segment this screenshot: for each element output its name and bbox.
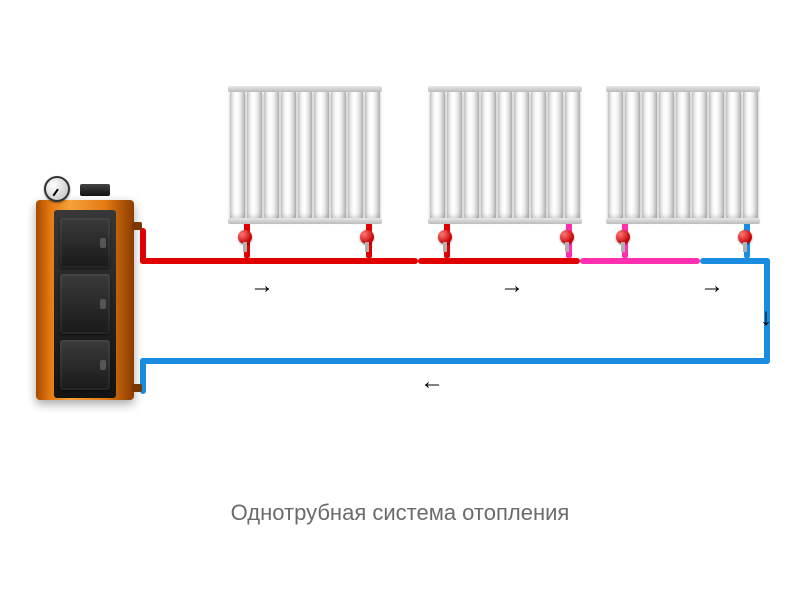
heating-diagram: → → → ↓ ← Однотрубная система отопления xyxy=(0,0,800,600)
valve-stem xyxy=(243,242,247,252)
radiator-3-fin xyxy=(692,90,707,220)
radiator-1-fin xyxy=(314,90,329,220)
boiler-door-handle xyxy=(100,299,106,309)
valve-stem xyxy=(565,242,569,252)
boiler-supply-outlet xyxy=(132,222,142,230)
radiator-2-fin xyxy=(565,90,580,220)
radiator-3-fin xyxy=(709,90,724,220)
flow-arrow-1: → xyxy=(250,272,274,300)
radiator-1-fin xyxy=(331,90,346,220)
supply-hot-2 xyxy=(418,258,580,264)
radiator-3-fin xyxy=(726,90,741,220)
radiator-2-fin xyxy=(498,90,513,220)
radiator-3 xyxy=(608,90,758,220)
valve-3 xyxy=(438,230,452,244)
radiator-1-fin xyxy=(264,90,279,220)
radiator-3-fin xyxy=(743,90,758,220)
supply-hot-1 xyxy=(140,258,418,264)
valve-stem xyxy=(621,242,625,252)
radiator-2-fin xyxy=(464,90,479,220)
radiator-1-fin xyxy=(230,90,245,220)
flow-arrow-4: ↓ xyxy=(760,304,772,332)
boiler-door-3 xyxy=(60,340,110,390)
radiator-botcap xyxy=(228,218,382,224)
valve-stem xyxy=(443,242,447,252)
diagram-caption: Однотрубная система отопления xyxy=(0,500,800,526)
pressure-gauge-icon xyxy=(44,176,70,202)
valve-1 xyxy=(238,230,252,244)
radiator-1-fin xyxy=(298,90,313,220)
radiator-2-fin xyxy=(481,90,496,220)
radiator-topcap xyxy=(606,86,760,92)
radiator-1 xyxy=(230,90,380,220)
radiator-1-fin xyxy=(348,90,363,220)
flow-arrow-5: ← xyxy=(420,368,444,396)
radiator-3-fin xyxy=(625,90,640,220)
radiator-topcap xyxy=(428,86,582,92)
radiator-2-fin xyxy=(430,90,445,220)
boiler xyxy=(30,190,140,400)
radiator-1-fin xyxy=(247,90,262,220)
radiator-3-fin xyxy=(608,90,623,220)
return-main xyxy=(140,358,770,364)
boiler-door-2 xyxy=(60,274,110,334)
radiator-3-fin xyxy=(659,90,674,220)
radiator-topcap xyxy=(228,86,382,92)
boiler-door-1 xyxy=(60,218,110,268)
flow-arrow-3: → xyxy=(700,272,724,300)
supply-cool xyxy=(700,258,770,264)
radiator-2-fin xyxy=(548,90,563,220)
flow-arrow-2: → xyxy=(500,272,524,300)
radiator-1-fin xyxy=(281,90,296,220)
valve-stem xyxy=(365,242,369,252)
radiator-botcap xyxy=(606,218,760,224)
valve-5 xyxy=(616,230,630,244)
boiler-door-handle xyxy=(100,360,106,370)
boiler-door-handle xyxy=(100,238,106,248)
radiator-3-fin xyxy=(676,90,691,220)
valve-4 xyxy=(560,230,574,244)
radiator-2 xyxy=(430,90,580,220)
radiator-2-fin xyxy=(531,90,546,220)
radiator-2-fin xyxy=(514,90,529,220)
boiler-supply-stub xyxy=(140,228,146,264)
valve-stem xyxy=(743,242,747,252)
boiler-front xyxy=(54,210,116,398)
radiator-3-fin xyxy=(642,90,657,220)
boiler-control-panel xyxy=(80,184,110,196)
valve-2 xyxy=(360,230,374,244)
boiler-return-inlet xyxy=(132,384,142,392)
radiator-botcap xyxy=(428,218,582,224)
radiator-1-fin xyxy=(365,90,380,220)
valve-6 xyxy=(738,230,752,244)
supply-warm xyxy=(580,258,700,264)
radiator-2-fin xyxy=(447,90,462,220)
